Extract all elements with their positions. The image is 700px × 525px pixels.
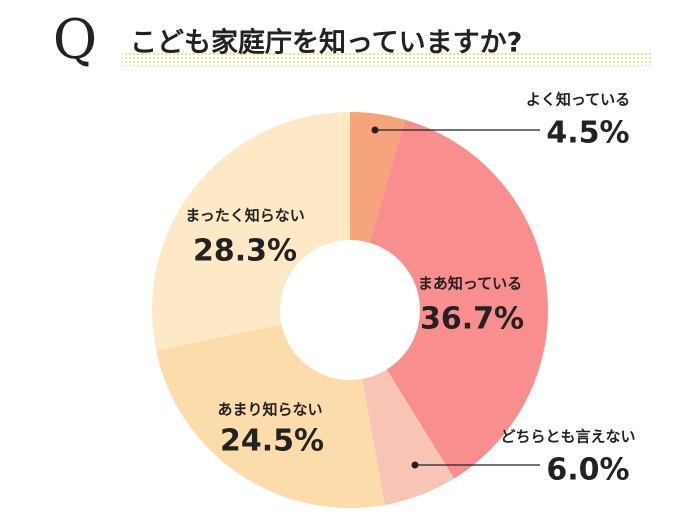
value-label: 4.5% [546,116,629,151]
donut-slice [152,112,350,351]
category-label: まあ知っている [418,275,522,293]
value-label: 24.5% [220,424,324,459]
category-label: あまり知らない [217,401,322,419]
category-label: まったく知らない [185,207,304,225]
value-label: 36.7% [420,302,524,337]
category-label: よく知っている [526,91,630,109]
chart-title: こども家庭庁を知っていますか? [130,27,522,59]
donut-slice [362,369,454,505]
title-highlight [122,52,652,66]
question-mark: Q [53,8,97,71]
category-label: どちらとも言えない [500,428,635,446]
donut-slice [350,112,406,243]
value-label: 28.3% [193,234,297,269]
value-label: 6.0% [546,453,629,488]
leader-dot [371,126,379,134]
leader-dot [411,461,419,469]
donut-slice [369,119,549,479]
donut-slice [156,324,385,508]
